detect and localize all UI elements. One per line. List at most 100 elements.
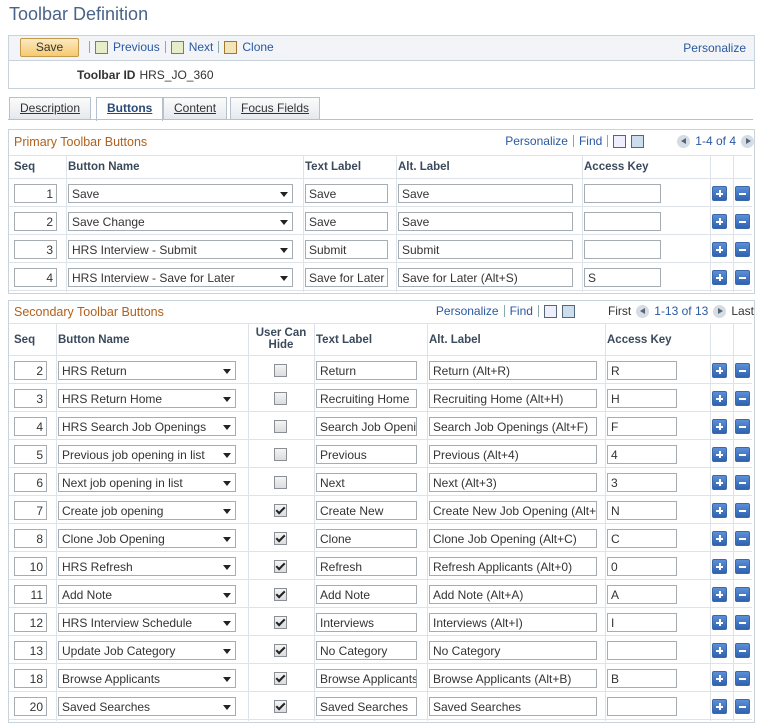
input-field[interactable]: Interviews (Alt+I) bbox=[429, 613, 597, 632]
checkbox[interactable] bbox=[274, 588, 287, 601]
input-field[interactable]: 5 bbox=[14, 445, 47, 464]
input-field[interactable]: Previous (Alt+4) bbox=[429, 445, 597, 464]
input-field[interactable]: Save bbox=[398, 184, 573, 203]
prev-arrow[interactable] bbox=[636, 304, 650, 318]
dropdown[interactable]: Save Change bbox=[68, 212, 293, 231]
dropdown[interactable]: HRS Search Job Openings bbox=[58, 417, 236, 436]
delete-row-button[interactable] bbox=[735, 587, 750, 602]
delete-row-button[interactable] bbox=[735, 391, 750, 406]
input-field[interactable]: F bbox=[607, 417, 677, 436]
delete-row-button[interactable] bbox=[735, 671, 750, 686]
dropdown[interactable]: Browse Applicants bbox=[58, 669, 236, 688]
input-field[interactable]: 10 bbox=[14, 557, 47, 576]
input-field[interactable]: Create New Job Opening (Alt+N) bbox=[429, 501, 597, 520]
checkbox[interactable] bbox=[274, 644, 287, 657]
column-header[interactable]: Access Key bbox=[607, 333, 672, 346]
column-header[interactable]: User Can Hide bbox=[255, 327, 307, 351]
column-header[interactable]: Button Name bbox=[58, 333, 130, 346]
checkbox[interactable] bbox=[274, 476, 287, 489]
delete-row-button[interactable] bbox=[735, 559, 750, 574]
input-field[interactable]: 3 bbox=[607, 473, 677, 492]
add-row-button[interactable] bbox=[712, 214, 727, 229]
dropdown[interactable]: HRS Return Home bbox=[58, 389, 236, 408]
input-field[interactable]: Save bbox=[305, 184, 388, 203]
add-row-button[interactable] bbox=[712, 615, 727, 630]
input-field[interactable]: 3 bbox=[14, 240, 57, 259]
input-field[interactable]: Create New bbox=[316, 501, 417, 520]
next-link[interactable]: Next bbox=[188, 40, 214, 54]
delete-row-button[interactable] bbox=[735, 270, 750, 285]
input-field[interactable]: Previous bbox=[316, 445, 417, 464]
input-field[interactable]: Saved Searches bbox=[316, 697, 417, 716]
checkbox[interactable] bbox=[274, 700, 287, 713]
checkbox[interactable] bbox=[274, 448, 287, 461]
dropdown[interactable]: Next job opening in list bbox=[58, 473, 236, 492]
delete-row-button[interactable] bbox=[735, 447, 750, 462]
column-header[interactable]: Text Label bbox=[305, 161, 362, 173]
input-field[interactable]: Refresh Applicants (Alt+0) bbox=[429, 557, 597, 576]
add-row-button[interactable] bbox=[712, 503, 727, 518]
personalize-link[interactable]: Personalize bbox=[435, 304, 499, 318]
delete-row-button[interactable] bbox=[735, 186, 750, 201]
add-row-button[interactable] bbox=[712, 559, 727, 574]
column-header[interactable]: Seq bbox=[14, 161, 36, 173]
input-field[interactable]: Refresh bbox=[316, 557, 417, 576]
input-field[interactable]: Add Note (Alt+A) bbox=[429, 585, 597, 604]
add-row-button[interactable] bbox=[712, 699, 727, 714]
input-field[interactable]: 11 bbox=[14, 585, 47, 604]
personalize-link[interactable]: Personalize bbox=[683, 41, 746, 55]
last-label[interactable]: Last bbox=[731, 304, 754, 318]
input-field[interactable] bbox=[607, 641, 677, 660]
previous-link[interactable]: Previous bbox=[113, 40, 160, 54]
input-field[interactable]: Return bbox=[316, 361, 417, 380]
delete-row-button[interactable] bbox=[735, 503, 750, 518]
input-field[interactable]: No Category bbox=[316, 641, 417, 660]
tab[interactable]: Buttons bbox=[96, 97, 164, 121]
input-field[interactable]: Add Note bbox=[316, 585, 417, 604]
add-row-button[interactable] bbox=[712, 475, 727, 490]
input-field[interactable]: H bbox=[607, 389, 677, 408]
input-field[interactable]: 13 bbox=[14, 641, 47, 660]
column-header[interactable]: Access Key bbox=[584, 161, 649, 173]
input-field[interactable]: S bbox=[584, 268, 661, 287]
input-field[interactable] bbox=[607, 697, 677, 716]
input-field[interactable]: A bbox=[607, 585, 677, 604]
column-header[interactable]: Seq bbox=[14, 333, 36, 346]
checkbox[interactable] bbox=[274, 392, 287, 405]
delete-row-button[interactable] bbox=[735, 699, 750, 714]
input-field[interactable]: B bbox=[607, 669, 677, 688]
tab[interactable]: Content bbox=[163, 97, 228, 119]
checkbox[interactable] bbox=[274, 532, 287, 545]
save-button[interactable]: Save bbox=[20, 38, 79, 57]
delete-row-button[interactable] bbox=[735, 475, 750, 490]
dropdown[interactable]: HRS Refresh bbox=[58, 557, 236, 576]
add-row-button[interactable] bbox=[712, 531, 727, 546]
input-field[interactable]: Browse Applicants bbox=[316, 669, 417, 688]
input-field[interactable] bbox=[584, 212, 661, 231]
input-field[interactable]: Recruiting Home (Alt+H) bbox=[429, 389, 597, 408]
input-field[interactable]: I bbox=[607, 613, 677, 632]
first-label[interactable]: First bbox=[607, 304, 632, 318]
input-field[interactable]: R bbox=[607, 361, 677, 380]
input-field[interactable]: Save bbox=[398, 212, 573, 231]
input-field[interactable]: 20 bbox=[14, 697, 47, 716]
input-field[interactable]: 1 bbox=[14, 184, 57, 203]
view-all-icon[interactable] bbox=[613, 134, 627, 148]
input-field[interactable]: Submit bbox=[305, 240, 388, 259]
download-icon[interactable] bbox=[561, 304, 575, 318]
find-link[interactable]: Find bbox=[509, 304, 533, 318]
download-icon[interactable] bbox=[631, 134, 645, 148]
dropdown[interactable]: HRS Return bbox=[58, 361, 236, 380]
checkbox[interactable] bbox=[274, 616, 287, 629]
checkbox[interactable] bbox=[274, 672, 287, 685]
input-field[interactable]: 12 bbox=[14, 613, 47, 632]
add-row-button[interactable] bbox=[712, 391, 727, 406]
dropdown[interactable]: HRS Interview Schedule bbox=[58, 613, 236, 632]
tab[interactable]: Description bbox=[9, 97, 92, 119]
input-field[interactable] bbox=[584, 240, 661, 259]
input-field[interactable]: 3 bbox=[14, 389, 47, 408]
input-field[interactable]: 18 bbox=[14, 669, 47, 688]
view-all-icon[interactable] bbox=[543, 304, 557, 318]
input-field[interactable]: Save for Later (Alt+S) bbox=[398, 268, 573, 287]
dropdown[interactable]: HRS Interview - Submit bbox=[68, 240, 293, 259]
